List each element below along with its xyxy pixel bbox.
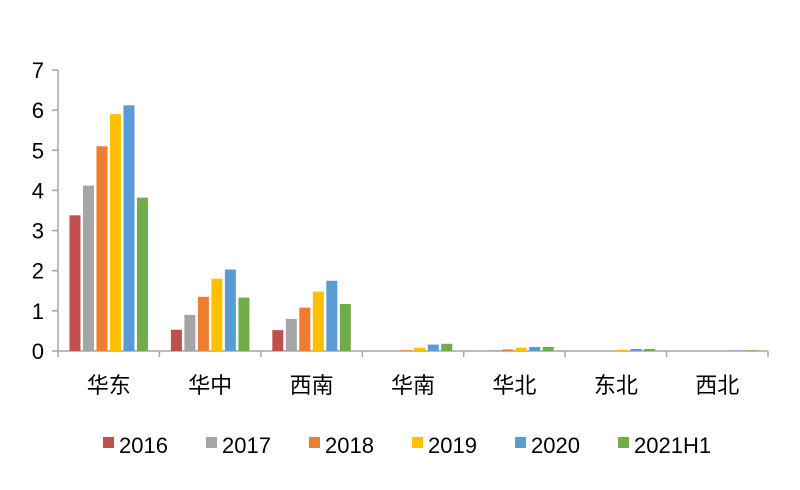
bar-2020-西南 [326, 280, 338, 351]
bar-2018-华东 [96, 146, 108, 351]
bar-2018-西南 [299, 307, 311, 351]
y-tick-label: 1 [32, 299, 44, 324]
legend-swatch-2020 [515, 437, 526, 448]
legend-swatch-2018 [309, 437, 320, 448]
bar-2021H1-西北 [745, 350, 757, 351]
y-tick-label: 6 [32, 98, 44, 123]
legend-swatch-2017 [206, 437, 217, 448]
legend-label-2017: 2017 [222, 433, 271, 458]
bar-2016-西南 [272, 330, 284, 351]
y-tick-label: 7 [32, 58, 44, 83]
x-category-label: 华南 [391, 374, 435, 399]
x-category-label: 华中 [188, 374, 232, 399]
bar-2020-东北 [630, 348, 642, 351]
bar-2019-东北 [617, 349, 629, 351]
bar-2021H1-华中 [238, 297, 250, 351]
x-category-label: 西北 [695, 374, 739, 399]
bar-2017-华北 [488, 350, 500, 351]
bar-2019-华东 [109, 114, 121, 352]
legend-label-2018: 2018 [325, 433, 374, 458]
bar-2020-华北 [529, 346, 541, 351]
bar-2016-华中 [170, 329, 182, 351]
y-tick-label: 2 [32, 259, 44, 284]
bar-2021H1-东北 [644, 348, 656, 351]
x-category-label: 华北 [492, 374, 536, 399]
bar-2021H1-西南 [339, 304, 351, 351]
y-tick-label: 4 [32, 178, 44, 203]
y-tick-label: 3 [32, 219, 44, 244]
bar-2021H1-华北 [542, 346, 554, 351]
bar-2018-华北 [502, 349, 514, 351]
legend-swatch-2021H1 [618, 437, 629, 448]
x-category-label: 华东 [87, 374, 131, 399]
bar-2020-华东 [123, 105, 135, 351]
axes: 0 1 2 3 4 5 6 7 华东 华中 西南 华南 华北 东北 西北 [32, 58, 769, 399]
x-category-label: 东北 [594, 374, 638, 399]
bar-2019-西南 [312, 291, 324, 351]
bars [69, 105, 757, 352]
bar-2021H1-华南 [441, 343, 453, 351]
bar-2018-华中 [197, 296, 209, 351]
bar-2019-华南 [414, 347, 426, 351]
legend-label-2016: 2016 [119, 433, 168, 458]
bar-2019-华中 [211, 278, 223, 351]
bar-2020-华中 [224, 269, 236, 351]
bar-2017-华东 [82, 185, 94, 351]
legend-label-2020: 2020 [531, 433, 580, 458]
legend-swatch-2016 [103, 437, 114, 448]
y-tick-label: 5 [32, 138, 44, 163]
bar-2019-华北 [515, 347, 527, 351]
y-tick-label: 0 [32, 339, 44, 364]
legend-label-2021H1: 2021H1 [634, 433, 711, 458]
legend-swatch-2019 [412, 437, 423, 448]
bar-2016-华东 [69, 215, 81, 351]
bar-2017-西南 [285, 318, 297, 351]
legend-label-2019: 2019 [428, 433, 477, 458]
x-category-label: 西南 [290, 374, 334, 399]
bar-2017-华中 [184, 314, 196, 351]
bar-2018-华南 [400, 350, 412, 351]
legend: 2016 2017 2018 2019 2020 2021H1 [103, 433, 711, 458]
bar-2020-华南 [427, 344, 439, 351]
bar-2021H1-华东 [136, 197, 148, 351]
